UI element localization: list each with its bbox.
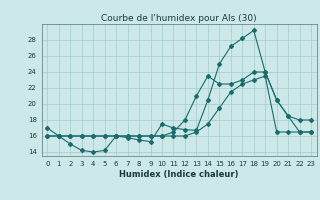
Title: Courbe de l'humidex pour Als (30): Courbe de l'humidex pour Als (30) bbox=[101, 14, 257, 23]
X-axis label: Humidex (Indice chaleur): Humidex (Indice chaleur) bbox=[119, 170, 239, 179]
